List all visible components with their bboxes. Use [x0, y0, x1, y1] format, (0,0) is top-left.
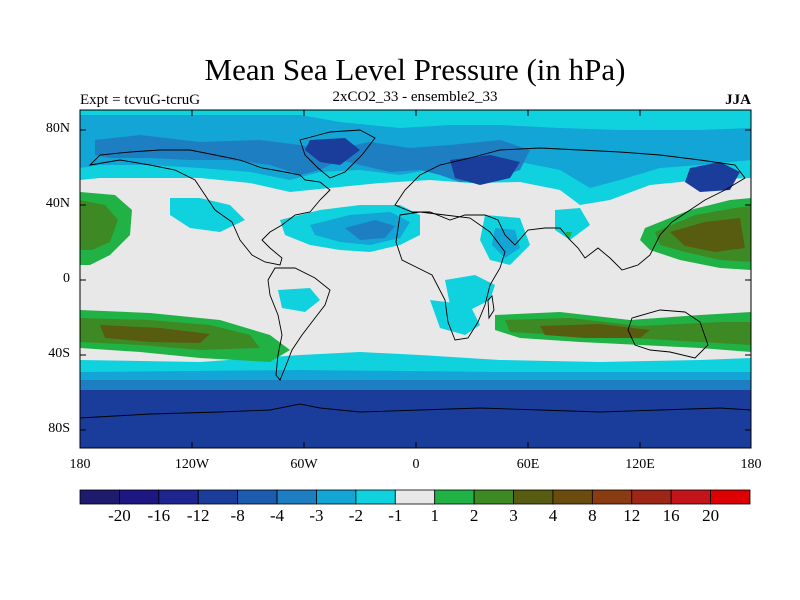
field-natl-mid: [345, 220, 395, 240]
colorbar-swatch: [473, 489, 514, 505]
colorbar-label: 8: [588, 506, 597, 525]
colorbar-swatch: [197, 489, 239, 505]
latitude-label: 80N: [45, 121, 70, 136]
longitude-label: 120W: [174, 457, 210, 472]
colorbar-swatch: [710, 489, 751, 505]
colorbar-swatch: [434, 489, 475, 505]
colorbar-swatch: [158, 489, 199, 505]
australia-coast: [627, 309, 709, 359]
north-america-coast: [88, 149, 331, 266]
africa-coast: [395, 211, 506, 341]
field-spac-pos-strong: [100, 325, 210, 343]
season-label: JJA: [725, 92, 751, 108]
colorbar-swatch: [79, 489, 120, 505]
longitude-label: 180: [740, 457, 762, 472]
longitude-label: 60E: [516, 457, 540, 472]
field-south-strong: [80, 390, 751, 448]
field-india-pos: [565, 232, 572, 240]
colorbar-label: 2: [469, 506, 479, 525]
colorbar-swatch: [316, 489, 357, 505]
coastlines: [80, 129, 751, 419]
madagascar-coast: [487, 295, 495, 320]
colorbar-label: -4: [269, 506, 285, 525]
longitude-label: 60W: [290, 457, 318, 472]
colorbar-swatch: [237, 489, 278, 505]
colorbar-label: 1: [430, 506, 439, 525]
colorbar-label: -2: [348, 506, 363, 525]
colorbar-label: 16: [662, 506, 680, 525]
map-title: Mean Sea Level Pressure (in hPa): [204, 52, 626, 87]
experiment-label: Expt = tcvuG-tcruG: [80, 92, 201, 108]
ensemble-label: 2xCO2_33 - ensemble2_33: [332, 89, 498, 105]
colorbar-swatch: [552, 489, 593, 505]
longitude-label: 180: [69, 457, 91, 472]
map-field: [80, 110, 751, 448]
colorbar-label: -8: [230, 506, 245, 525]
south-america-coast: [267, 267, 331, 381]
colorbar-label: 3: [509, 506, 518, 525]
longitude-label: 120E: [625, 457, 655, 472]
colorbar-label: 20: [702, 506, 720, 525]
colorbar-swatch: [119, 489, 160, 505]
colorbar-swatch: [631, 489, 672, 505]
colorbar-swatch: [276, 489, 317, 505]
colorbar-label: -16: [147, 506, 171, 525]
latitude-label: 40N: [45, 196, 70, 211]
latitude-label: 40S: [48, 346, 70, 361]
colorbar-label: -20: [108, 506, 131, 525]
field-arctic-strong: [305, 138, 740, 192]
field-sio-pos-strong: [540, 324, 650, 338]
greenland-coast: [299, 129, 376, 179]
field-npac-faint: [170, 198, 245, 232]
field-samerica-faint: [278, 288, 320, 312]
map-ticks: [79, 110, 752, 448]
colorbar-swatch: [670, 489, 711, 505]
colorbar-swatch: [513, 489, 554, 505]
eurasia-coast: [394, 147, 746, 271]
colorbar-label: -12: [186, 506, 210, 525]
field-arabia-light: [492, 228, 520, 258]
colorbar: [79, 489, 751, 505]
colorbar-swatch: [394, 489, 436, 505]
field-africa-faint: [430, 275, 495, 335]
longitude-label: 0: [412, 457, 420, 472]
colorbar-label: 12: [623, 506, 641, 525]
latitude-label: 0: [63, 271, 70, 286]
colorbar-label: 4: [548, 506, 558, 525]
colorbar-swatch: [355, 489, 396, 505]
field-npac-pos-mid: [80, 200, 118, 250]
colorbar-label: -3: [309, 506, 324, 525]
colorbar-label: -1: [388, 506, 403, 525]
antarctica-coast: [80, 403, 751, 419]
field-wpac-pos-strong: [670, 218, 745, 252]
latitude-label: 80S: [48, 421, 70, 436]
colorbar-swatch: [591, 489, 633, 505]
field-arctic-mid: [95, 135, 530, 182]
